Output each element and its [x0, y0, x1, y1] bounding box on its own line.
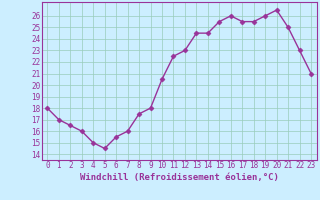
- X-axis label: Windchill (Refroidissement éolien,°C): Windchill (Refroidissement éolien,°C): [80, 173, 279, 182]
